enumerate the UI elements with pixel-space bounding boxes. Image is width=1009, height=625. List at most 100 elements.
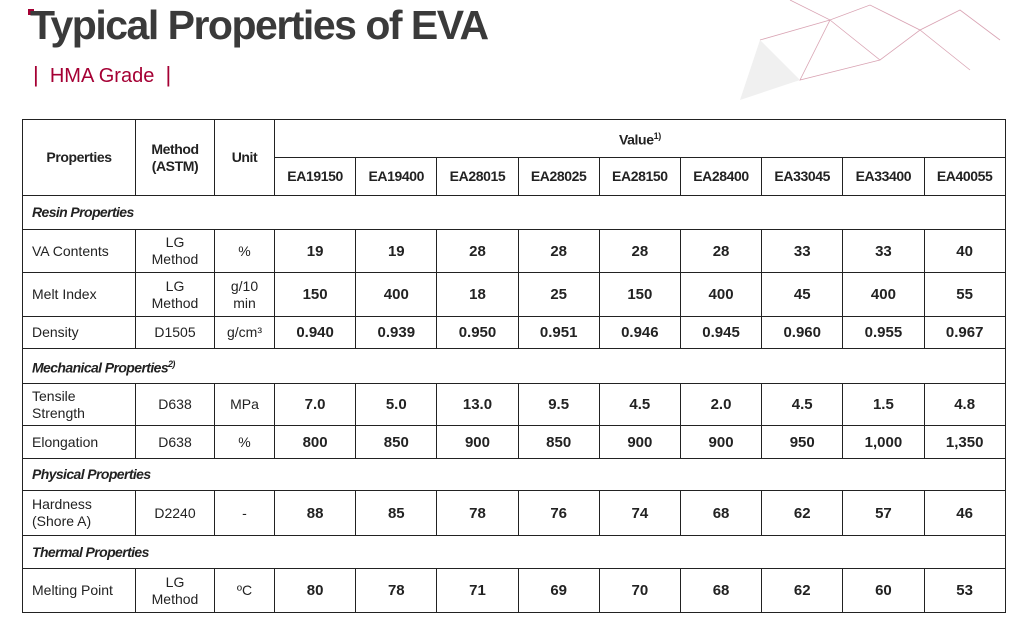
section-title: Thermal Properties (32, 543, 149, 560)
header-text: Value (619, 131, 654, 148)
table-row: Resin Properties (22, 195, 1006, 230)
value-cell: 88 (273, 490, 357, 536)
value-cell: 0.955 (842, 316, 925, 349)
value-cell: 18 (436, 272, 519, 317)
value-cell: 57 (842, 490, 925, 536)
background-decoration (740, 0, 1001, 100)
property-cell: Tensile Strength (22, 383, 136, 426)
value-cell: 80 (273, 568, 357, 613)
table-row: Thermal Properties (22, 535, 1006, 569)
unit-cell: ºC (214, 568, 275, 613)
title: Typical Properties of EVA (30, 2, 489, 48)
value-cell: 0.946 (598, 316, 681, 349)
property-cell: Density (22, 316, 136, 349)
table-row: EA19150 EA19400 EA28015 EA28025 EA28150 EA284… (23, 157, 1006, 196)
grade-cell: EA28400 (679, 157, 763, 196)
grade-cell: EA28025 (517, 157, 600, 196)
header-cell: Value1) (274, 119, 1006, 158)
value-cell: 4.5 (598, 383, 681, 426)
value-cell: 5.0 (355, 383, 438, 426)
table-row: Properties Method (ASTM) Unit Value1) (22, 119, 1006, 196)
value-cell: 33 (761, 229, 844, 273)
subtitle-text: HMA Grade (49, 65, 155, 87)
unit-cell: g/cm³ (214, 316, 275, 349)
value-cell: 78 (355, 568, 438, 613)
value-cell: 62 (761, 490, 844, 536)
value-cell: 28 (436, 229, 519, 273)
value-cell: 150 (598, 272, 681, 317)
method-cell: LG Method (135, 229, 215, 273)
value-cell: 850 (355, 425, 438, 459)
value-cell: 900 (679, 425, 763, 459)
title-mark (28, 9, 34, 15)
value-cell: 70 (598, 568, 681, 613)
grade-cell: EA19150 (273, 157, 357, 196)
value-cell: 7.0 (273, 383, 357, 426)
value-cell: 55 (923, 272, 1006, 317)
section-cell: Mechanical Properties2) (22, 348, 1006, 384)
value-cell: 69 (517, 568, 600, 613)
unit-cell: % (214, 229, 275, 273)
value-cell: 800 (273, 425, 357, 459)
table-row: Elongation D638% 800 850 900 850 900 900 950 1,00… (22, 425, 1006, 459)
value-cell: 45 (761, 272, 844, 317)
value-cell: 62 (761, 568, 844, 613)
value-cell: 68 (679, 490, 763, 536)
value-cell: 19 (355, 229, 438, 273)
grade-cell: EA28015 (436, 157, 519, 196)
properties-table: Properties Method (ASTM) Unit Value1) EA1915… (22, 119, 1006, 613)
method-cell: LG Method (135, 568, 215, 613)
table-row: Hardness (Shore A) D2240-88 85 78 76 74 68 62 57… (22, 490, 1006, 536)
value-cell: 900 (598, 425, 681, 459)
table-row: Physical Properties (22, 458, 1006, 491)
table-row: Melt Index LG Method g/10 min 150 400 18 25 150… (22, 272, 1006, 317)
unit-cell: % (214, 425, 275, 459)
section-title: Resin Properties (32, 204, 134, 220)
value-cell: 950 (761, 425, 844, 459)
value-cell: 33 (842, 229, 925, 273)
header-cell: Method (ASTM) (135, 119, 215, 196)
section-title: Mechanical Properties (32, 359, 169, 376)
grade-cell: EA33400 (842, 157, 925, 196)
value-cell: 0.945 (679, 316, 763, 349)
section-cell: Thermal Properties (22, 535, 1006, 569)
value-cell: 4.5 (761, 383, 844, 426)
value-cell: 850 (517, 425, 600, 459)
method-cell: LG Method (135, 272, 215, 317)
grade-cell: EA33045 (761, 157, 844, 196)
value-cell: 400 (842, 272, 925, 317)
value-cell: 400 (355, 272, 438, 317)
value-cell: 0.951 (517, 316, 600, 349)
value-cell: 28 (679, 229, 763, 273)
value-cell: 150 (273, 272, 357, 317)
property-cell: Melt Index (22, 272, 136, 317)
value-cell: 85 (355, 490, 438, 536)
value-cell: 60 (842, 568, 925, 613)
grade-cell: EA40055 (923, 157, 1006, 196)
value-cell: 13.0 (436, 383, 519, 426)
table-row: Tensile Strength D638 MPa 7.0 5.0 13.0 9.5 4.5 2… (22, 383, 1006, 426)
method-cell: D1505 (135, 316, 215, 349)
value-cell: 40 (923, 229, 1006, 273)
property-cell: VA Contents (22, 229, 136, 273)
value-cell: 28 (517, 229, 600, 273)
value-cell: 78 (436, 490, 519, 536)
property-cell: Elongation (22, 425, 136, 459)
property-cell: Melting Point (22, 568, 136, 613)
header-cell: Unit (214, 119, 275, 196)
value-cell: 9.5 (517, 383, 600, 426)
value-cell: 46 (923, 490, 1006, 536)
value-cell: 0.939 (355, 316, 438, 349)
grade-cell: EA28150 (598, 157, 681, 196)
value-cell: 53 (923, 568, 1006, 613)
method-cell: D2240 (135, 490, 215, 536)
value-cell: 74 (598, 490, 681, 536)
value-cell: 0.960 (761, 316, 844, 349)
value-cell: 2.0 (679, 383, 763, 426)
value-cell: 900 (436, 425, 519, 459)
value-cell: 0.950 (436, 316, 519, 349)
value-cell: 76 (517, 490, 600, 536)
subtitle: | HMA Grade | (33, 62, 172, 87)
value-cell: 25 (517, 272, 600, 317)
